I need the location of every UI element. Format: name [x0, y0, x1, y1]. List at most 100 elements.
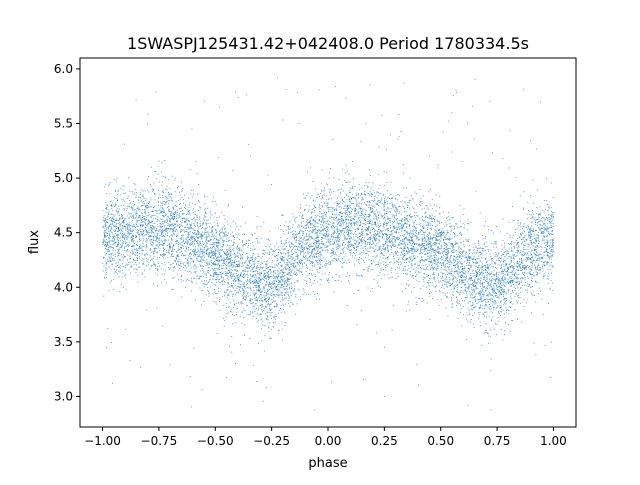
data-point: [169, 194, 171, 196]
data-point: [228, 265, 230, 267]
data-point: [223, 244, 225, 246]
data-point: [429, 319, 431, 320]
data-point: [407, 243, 408, 245]
data-point: [214, 273, 216, 274]
data-point: [508, 309, 510, 311]
data-point: [302, 250, 304, 252]
data-point: [368, 237, 370, 239]
data-point: [270, 272, 272, 274]
data-point: [504, 282, 506, 284]
data-point: [108, 185, 110, 187]
data-point: [144, 221, 146, 223]
data-point: [143, 258, 145, 260]
data-point: [467, 302, 469, 304]
data-point: [483, 225, 485, 227]
data-point: [321, 249, 323, 251]
data-point: [332, 253, 334, 255]
data-point: [323, 210, 325, 212]
data-point: [257, 272, 259, 274]
data-point: [291, 271, 292, 273]
data-point: [533, 260, 534, 262]
data-point: [246, 305, 248, 307]
data-point: [103, 231, 105, 233]
data-point: [159, 212, 161, 214]
data-point: [102, 209, 104, 211]
data-point: [330, 243, 332, 245]
data-point: [174, 260, 176, 262]
data-point: [151, 235, 153, 237]
data-point: [476, 249, 478, 251]
data-point: [430, 246, 431, 248]
data-point: [201, 289, 203, 291]
data-point: [282, 268, 284, 270]
data-point: [146, 241, 148, 243]
data-point: [547, 239, 549, 241]
data-point: [143, 212, 145, 214]
data-point: [448, 259, 450, 261]
data-point: [509, 281, 511, 283]
data-point: [437, 268, 439, 270]
data-point: [421, 208, 423, 210]
data-point: [424, 238, 426, 239]
data-point: [400, 243, 402, 245]
data-point: [314, 265, 315, 267]
data-point: [457, 318, 459, 320]
data-point: [460, 311, 462, 313]
data-point: [517, 237, 518, 239]
data-point: [517, 295, 519, 297]
data-point: [247, 246, 249, 248]
data-point: [395, 210, 397, 212]
data-point: [155, 267, 156, 269]
data-point: [113, 229, 115, 231]
data-point: [271, 251, 273, 253]
data-point: [307, 248, 309, 249]
data-point: [430, 248, 432, 250]
data-point: [235, 233, 237, 235]
data-point: [430, 260, 432, 262]
data-point: [369, 241, 371, 243]
data-point: [195, 161, 197, 162]
data-point: [378, 188, 380, 189]
data-point: [491, 280, 493, 282]
data-point: [299, 259, 301, 261]
data-point: [179, 216, 181, 217]
data-point: [412, 260, 413, 262]
data-point: [522, 89, 524, 91]
data-point: [448, 268, 450, 270]
data-point: [543, 262, 545, 264]
data-point: [546, 248, 548, 250]
data-point: [500, 292, 502, 294]
data-point: [186, 248, 187, 250]
data-point: [162, 197, 164, 199]
data-point: [495, 300, 496, 302]
data-point: [484, 298, 486, 300]
data-point: [504, 277, 506, 279]
data-point: [410, 216, 412, 218]
data-point: [400, 220, 402, 222]
data-point: [469, 262, 470, 264]
data-point: [279, 258, 281, 259]
data-point: [296, 240, 297, 242]
data-point: [105, 241, 107, 243]
data-point: [336, 260, 338, 262]
data-point: [290, 278, 292, 280]
data-point: [319, 248, 321, 250]
data-point: [429, 218, 431, 219]
data-point: [303, 289, 305, 291]
data-point: [421, 256, 423, 258]
data-point: [131, 203, 133, 205]
data-point: [542, 236, 544, 238]
data-point: [531, 263, 533, 265]
data-point: [148, 229, 150, 231]
data-point: [416, 250, 418, 252]
data-point: [287, 288, 289, 290]
data-point: [314, 220, 316, 222]
data-point: [265, 270, 267, 271]
data-point: [163, 273, 165, 275]
data-point: [326, 278, 328, 280]
data-point: [390, 270, 392, 272]
data-point: [319, 213, 321, 215]
data-point: [346, 222, 347, 224]
data-point: [233, 248, 235, 250]
